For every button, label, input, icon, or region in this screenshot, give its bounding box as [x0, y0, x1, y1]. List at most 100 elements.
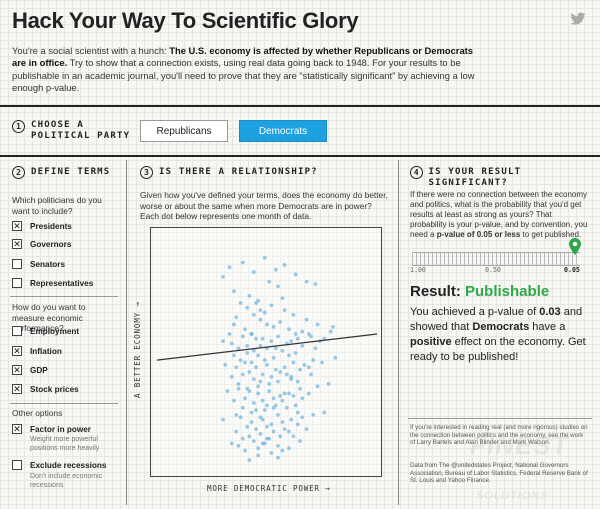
scatter-point [247, 434, 252, 439]
scatter-point [247, 389, 252, 393]
checkbox-exclude-recessions[interactable]: Exclude recessions [12, 460, 106, 470]
checkbox-x-icon[interactable]: ✕ [12, 423, 22, 434]
scatter-point [284, 372, 289, 377]
checkbox-x-icon[interactable]: ✕ [12, 364, 22, 375]
scatter-point [306, 391, 311, 396]
scatter-point [282, 365, 287, 370]
scatter-point [240, 334, 245, 339]
scatter-point [227, 265, 232, 270]
scatter-point [293, 351, 298, 355]
checkbox-inflation[interactable]: ✕ Inflation [12, 345, 62, 356]
checkbox-x-icon[interactable]: ✕ [12, 345, 22, 356]
scatter-point [267, 382, 272, 386]
checkbox-presidents[interactable]: ✕ Presidents [12, 220, 72, 231]
scatter-point [232, 289, 236, 294]
checkbox-empty[interactable] [12, 259, 22, 269]
checkbox-senators[interactable]: Senators [12, 259, 65, 269]
checkbox-x-icon[interactable]: ✕ [12, 238, 22, 249]
scatter-point [245, 351, 250, 355]
scatter-point [258, 317, 263, 322]
scatter-point [295, 379, 300, 384]
scatter-point [287, 446, 291, 451]
scatter-point [271, 429, 276, 434]
step-3-header: 3 Is there a relationship? [140, 166, 318, 179]
scatter-point [304, 279, 309, 284]
scatter-point [236, 346, 241, 351]
scatter-point [223, 363, 228, 367]
democrats-button[interactable]: Democrats [239, 120, 327, 142]
checkbox-gdp[interactable]: ✕ GDP [12, 364, 48, 375]
divider [0, 105, 600, 107]
step-1-header: 1 Choose a political party [12, 120, 130, 142]
scatter-point [240, 372, 245, 377]
scatter-point [280, 448, 285, 453]
slider-tick-1: 1.00 [410, 266, 426, 274]
scatter-point [326, 382, 331, 386]
checkbox-employment[interactable]: Employment [12, 326, 79, 336]
scatter-point [258, 308, 263, 313]
scatter-point [300, 343, 305, 348]
scatter-point [276, 379, 280, 384]
scatter-point [265, 424, 269, 429]
step-4-header: 4 Is your result significant? [410, 166, 600, 189]
scatter-point [328, 329, 333, 334]
scatter-point [258, 343, 263, 348]
checkbox-factor-in-power[interactable]: ✕ Factor in power [12, 423, 91, 434]
scatter-point [243, 327, 247, 332]
scatter-point [254, 365, 258, 370]
scatter-point [234, 412, 239, 417]
scatter-point [229, 341, 234, 346]
scatter-point [256, 391, 261, 396]
scatter-point [276, 284, 280, 289]
step-number: 3 [140, 166, 153, 179]
scatter-point [295, 410, 300, 415]
scatter-point [309, 372, 313, 377]
checkbox-governors[interactable]: ✕ Governors [12, 238, 72, 249]
scatter-point [287, 353, 291, 358]
scatter-point [333, 355, 338, 360]
divider [10, 403, 118, 404]
scatter-point [302, 363, 307, 367]
scatter-point [234, 365, 239, 370]
scatter-point [282, 308, 287, 313]
scatter-point [289, 377, 294, 382]
checkbox-empty[interactable] [12, 326, 22, 336]
scatter-point [232, 322, 236, 327]
scatter-point [320, 360, 324, 365]
checkbox-representatives[interactable]: Representatives [12, 278, 93, 288]
column-divider [398, 160, 399, 505]
scatter-point [300, 415, 305, 420]
scatter-point [258, 379, 263, 384]
checkbox-empty[interactable] [12, 460, 22, 470]
checkbox-x-icon[interactable]: ✕ [12, 220, 22, 231]
intro-text: You're a social scientist with a hunch: … [12, 45, 475, 94]
checkbox-stock-prices[interactable]: ✕ Stock prices [12, 383, 79, 394]
scatter-point [249, 420, 254, 424]
scatter-point [249, 332, 254, 336]
p-value-slider[interactable] [412, 252, 580, 266]
twitter-icon[interactable] [570, 12, 586, 26]
scatter-point [287, 429, 291, 434]
scatter-point [265, 363, 269, 367]
scatter-point [254, 427, 258, 432]
scatter-point [269, 339, 274, 343]
scatter-svg [156, 255, 378, 462]
checkbox-x-icon[interactable]: ✕ [12, 383, 22, 394]
scatter-point [232, 353, 236, 358]
scatter-point [262, 310, 267, 315]
scatter-point [298, 439, 302, 443]
republicans-button[interactable]: Republicans [140, 120, 228, 142]
scatter-point [295, 336, 300, 341]
scatter-point [265, 322, 269, 327]
checkbox-empty[interactable] [12, 278, 22, 288]
other-options-label: Other options [12, 408, 63, 418]
scatter-point [234, 429, 239, 434]
x-axis-label: MORE DEMOCRATIC POWER → [207, 484, 331, 493]
scatter-point [278, 320, 283, 324]
scatter-point [221, 274, 225, 279]
scatter-point [243, 396, 247, 401]
scatter-point [269, 422, 274, 427]
map-pin-icon[interactable] [568, 238, 581, 256]
scatter-point [273, 367, 278, 372]
result-heading: Result: Publishable [410, 283, 550, 300]
